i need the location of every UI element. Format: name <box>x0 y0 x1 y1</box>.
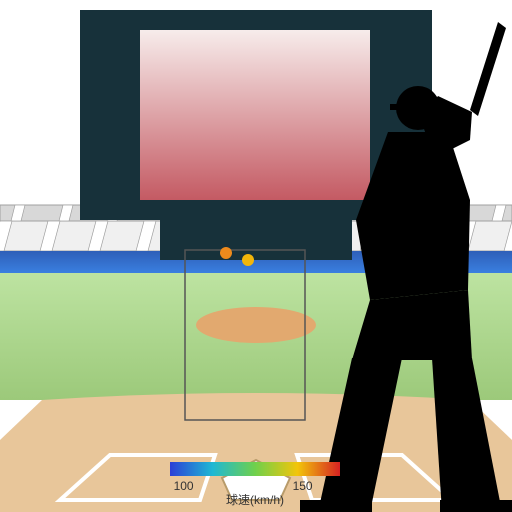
pitch-marker <box>242 254 254 266</box>
pitch-location-chart: 100 150 球速(km/h) <box>0 0 512 512</box>
pitch-marker <box>220 247 232 259</box>
pitchers-mound <box>196 307 316 343</box>
legend-title: 球速(km/h) <box>226 493 284 507</box>
legend-tick: 100 <box>174 479 194 493</box>
legend-tick: 150 <box>293 479 313 493</box>
